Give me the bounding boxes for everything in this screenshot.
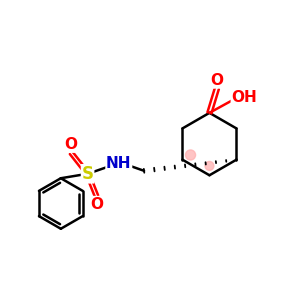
Text: NH: NH xyxy=(106,156,131,171)
Circle shape xyxy=(185,150,196,160)
Text: OH: OH xyxy=(231,91,257,106)
Text: S: S xyxy=(82,165,94,183)
Circle shape xyxy=(205,161,214,170)
Text: O: O xyxy=(90,196,103,211)
Text: O: O xyxy=(210,73,224,88)
Text: O: O xyxy=(65,137,78,152)
